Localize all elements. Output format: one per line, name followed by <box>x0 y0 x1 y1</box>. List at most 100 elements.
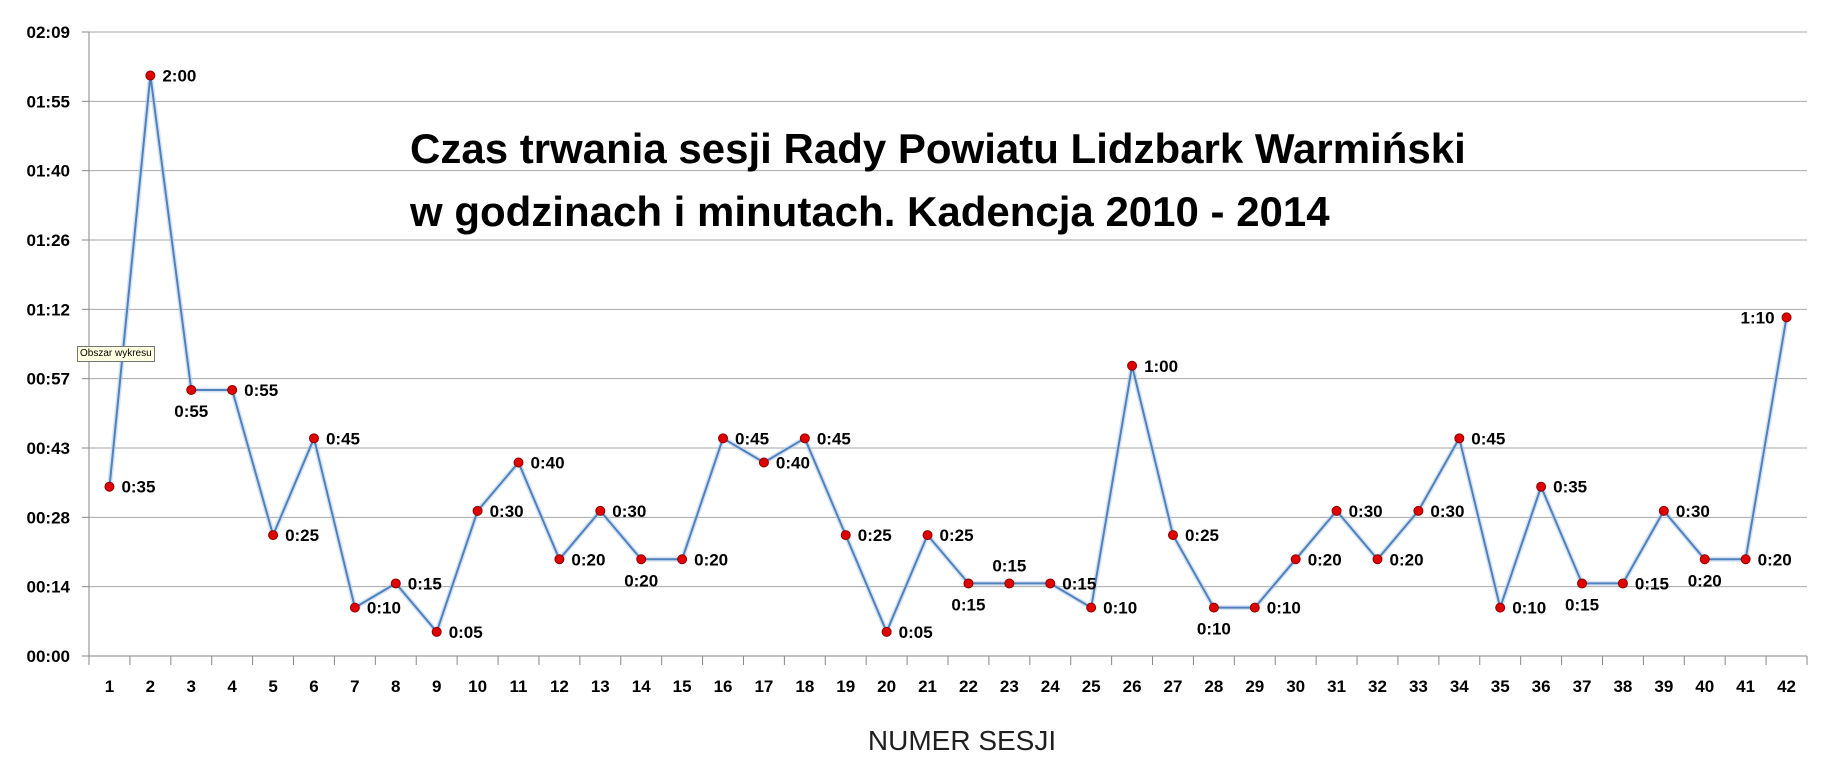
data-point <box>472 505 483 516</box>
data-point <box>1045 578 1056 589</box>
series-line-path <box>108 74 1788 633</box>
data-label: 0:15 <box>992 556 1026 575</box>
x-tick-label: 20 <box>877 677 896 696</box>
x-tick-label: 39 <box>1654 677 1673 696</box>
data-label: 0:55 <box>244 381 278 400</box>
data-point <box>1536 481 1547 492</box>
x-tick-label: 5 <box>268 677 277 696</box>
y-tick-label: 00:14 <box>27 578 71 597</box>
data-point <box>1086 602 1097 613</box>
y-tick-labels: 00:00 00:14 00:28 00:43 00:57 01:12 01:26 01:40… <box>27 23 71 666</box>
data-label: 0:25 <box>285 526 319 545</box>
data-label: 0:35 <box>121 478 155 497</box>
x-tick-label: 40 <box>1695 677 1714 696</box>
data-label: 0:10 <box>1197 620 1231 639</box>
data-label: 0:30 <box>1430 502 1464 521</box>
x-tick-label: 41 <box>1736 677 1755 696</box>
x-tick-label: 2 <box>146 677 155 696</box>
data-label: 0:05 <box>449 623 483 642</box>
data-point <box>1617 578 1628 589</box>
x-tick-label: 16 <box>714 677 733 696</box>
data-point <box>513 457 524 468</box>
data-label: 0:10 <box>1103 599 1137 618</box>
x-tick-label: 11 <box>510 677 528 696</box>
data-point <box>308 433 319 444</box>
data-point <box>431 626 442 637</box>
data-label: 0:35 <box>1553 478 1587 497</box>
x-tick-label: 26 <box>1123 677 1142 696</box>
x-tick-label: 4 <box>227 677 237 696</box>
x-tick-label: 6 <box>309 677 318 696</box>
x-tick-label: 18 <box>795 677 814 696</box>
chart-area-tooltip: Obszar wykresu <box>77 346 155 362</box>
data-point <box>1495 602 1506 613</box>
data-label: 0:45 <box>817 429 851 448</box>
data-labels: 0:35 2:00 0:55 0:55 0:25 0:45 0:10 0:15 0:05 0:30… <box>121 67 1791 642</box>
axes <box>82 31 1808 665</box>
x-tick-label: 13 <box>591 677 610 696</box>
data-label: 0:10 <box>1267 599 1301 618</box>
data-point <box>1004 578 1015 589</box>
x-tick-labels: 1 2 3 4 5 6 7 8 9 10 11 12 13 14 15 16 17 18 19 20 21 22 23 24 2… <box>105 677 1796 696</box>
data-label: 0:30 <box>1349 502 1383 521</box>
y-tick-label: 01:26 <box>27 231 70 250</box>
data-label: 0:40 <box>531 454 565 473</box>
y-tick-label: 01:12 <box>27 300 70 319</box>
chart-title-line-1: Czas trwania sesji Rady Powiatu Lidzbark… <box>410 125 1466 172</box>
x-tick-label: 8 <box>391 677 400 696</box>
data-point <box>1127 360 1138 371</box>
data-label: 0:15 <box>408 574 442 593</box>
data-label: 0:30 <box>490 502 524 521</box>
data-point <box>1413 505 1424 516</box>
data-point <box>1658 505 1669 516</box>
y-tick-label: 01:55 <box>27 92 70 111</box>
x-tick-label: 22 <box>959 677 978 696</box>
x-tick-label: 36 <box>1532 677 1551 696</box>
data-point <box>677 554 688 565</box>
data-point <box>636 554 647 565</box>
x-tick-label: 21 <box>918 677 937 696</box>
x-tick-label: 38 <box>1613 677 1632 696</box>
x-tick-label: 3 <box>187 677 196 696</box>
data-label: 0:30 <box>612 502 646 521</box>
data-label: 0:20 <box>694 550 728 569</box>
gridlines <box>89 31 1807 588</box>
data-point <box>1699 554 1710 565</box>
data-point <box>1208 602 1219 613</box>
data-label: 0:10 <box>367 599 401 618</box>
x-tick-label: 34 <box>1450 677 1469 696</box>
data-label: 0:25 <box>858 526 892 545</box>
data-label: 0:20 <box>1390 550 1424 569</box>
data-label: 0:40 <box>776 454 810 473</box>
y-tick-label: 02:09 <box>27 23 70 42</box>
data-label: 1:00 <box>1144 357 1178 376</box>
data-point <box>1577 578 1588 589</box>
x-axis-title: NUMER SESJI <box>868 725 1056 756</box>
data-point <box>718 433 729 444</box>
data-label: 0:20 <box>1308 550 1342 569</box>
data-point <box>1372 554 1383 565</box>
data-point <box>1167 530 1178 541</box>
data-point <box>104 481 115 492</box>
data-point <box>186 384 197 395</box>
x-tick-label: 1 <box>105 677 114 696</box>
data-label: 0:25 <box>940 526 974 545</box>
x-tick-label: 31 <box>1327 677 1346 696</box>
x-tick-label: 33 <box>1409 677 1428 696</box>
x-tick-label: 23 <box>1000 677 1019 696</box>
data-label: 0:55 <box>174 402 208 421</box>
series-markers <box>104 70 1792 637</box>
data-point <box>799 433 810 444</box>
x-tick-label: 10 <box>468 677 487 696</box>
x-tick-label: 17 <box>754 677 773 696</box>
x-tick-label: 14 <box>632 677 651 696</box>
x-tick-label: 15 <box>673 677 692 696</box>
data-label: 0:15 <box>1565 595 1599 614</box>
data-label: 0:25 <box>1185 526 1219 545</box>
data-point <box>595 505 606 516</box>
y-tick-label: 00:57 <box>27 370 70 389</box>
data-label: 0:20 <box>571 550 605 569</box>
data-point <box>390 578 401 589</box>
x-tick-label: 29 <box>1245 677 1264 696</box>
